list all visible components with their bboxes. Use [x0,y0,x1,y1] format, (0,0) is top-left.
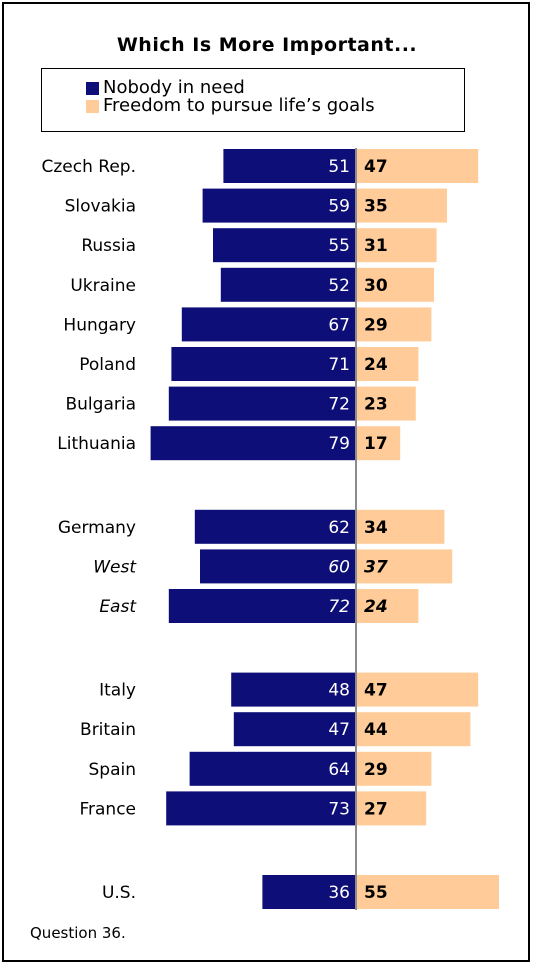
bar-freedom-east [356,589,419,623]
value-label-nobody-in-need-bulgaria: 72 [328,395,350,415]
bar-freedom-u-s [356,875,499,909]
bar-freedom-bulgaria [356,386,416,421]
value-label-nobody-in-need-france: 73 [328,799,350,819]
bar-nobody-in-need-bulgaria [168,386,356,421]
bar-freedom-germany [356,509,445,544]
bar-nobody-in-need-west [200,549,356,584]
row-label-bulgaria: Bulgaria [66,395,137,415]
bar-nobody-in-need-britain [233,712,356,747]
bar-nobody-in-need-east [168,589,356,623]
value-label-nobody-in-need-ukraine: 52 [328,276,350,296]
value-label-freedom-britain: 44 [364,720,388,740]
bar-nobody-in-need-czech-rep [223,149,356,183]
bar-nobody-in-need-lithuania [150,426,356,461]
labels-layer: Czech Rep. 51 47 Slovakia 59 35 Russia 55 31 Ukra… [42,157,388,903]
value-label-freedom-czech-rep: 47 [364,157,388,177]
bar-nobody-in-need-france [166,791,356,826]
bar-freedom-russia [356,228,437,263]
value-label-freedom-slovakia: 35 [364,197,388,217]
row-label-spain: Spain [89,760,137,780]
bar-nobody-in-need-russia [213,228,356,263]
bar-nobody-in-need-hungary [181,307,356,342]
row-label-ukraine: Ukraine [70,276,136,296]
value-label-nobody-in-need-britain: 47 [328,720,350,740]
row-label-lithuania: Lithuania [57,434,136,454]
value-label-freedom-spain: 29 [364,760,388,780]
value-label-nobody-in-need-hungary: 67 [328,315,350,335]
row-label-italy: Italy [99,681,136,701]
value-label-nobody-in-need-germany: 62 [328,518,350,538]
bar-nobody-in-need-poland [171,347,356,381]
value-label-freedom-east: 24 [364,597,388,617]
value-label-freedom-russia: 31 [364,236,388,256]
row-label-britain: Britain [80,720,136,740]
row-label-czech-rep: Czech Rep. [42,157,136,177]
footnote: Question 36. [30,924,126,942]
bar-nobody-in-need-slovakia [202,188,356,223]
value-label-freedom-lithuania: 17 [364,434,388,454]
legend-swatch-nobody-in-need [86,82,99,95]
legend-label-freedom: Freedom to pursue life’s goals [103,95,375,116]
value-label-freedom-bulgaria: 23 [364,395,388,415]
chart-title: Which Is More Important... [116,34,418,56]
row-label-poland: Poland [79,355,136,375]
bar-freedom-france [356,791,427,826]
bar-freedom-czech-rep [356,149,479,183]
bars-layer [150,149,499,909]
value-label-nobody-in-need-russia: 55 [328,236,350,256]
value-label-nobody-in-need-spain: 64 [328,760,350,780]
value-label-freedom-hungary: 29 [364,315,388,335]
row-label-russia: Russia [81,236,136,256]
bar-freedom-poland [356,347,419,381]
bar-freedom-lithuania [356,426,401,461]
value-label-freedom-germany: 34 [364,518,388,538]
row-label-france: France [79,799,136,819]
row-label-u-s: U.S. [102,883,136,903]
row-label-slovakia: Slovakia [65,197,136,217]
bar-nobody-in-need-germany [194,509,356,544]
value-label-freedom-u-s: 55 [364,883,388,903]
bar-freedom-hungary [356,307,432,342]
value-label-nobody-in-need-italy: 48 [328,681,350,701]
value-label-nobody-in-need-east: 72 [328,597,350,617]
legend-swatch-freedom [86,100,99,113]
value-label-nobody-in-need-slovakia: 59 [328,197,350,217]
bar-freedom-italy [356,672,479,707]
row-label-hungary: Hungary [63,315,136,335]
row-label-west: West [93,557,137,577]
bar-nobody-in-need-ukraine [220,267,356,302]
bar-freedom-slovakia [356,188,447,223]
value-label-freedom-west: 37 [364,557,388,577]
bar-freedom-west [356,549,453,584]
bar-nobody-in-need-u-s [262,875,356,909]
row-label-east: East [99,597,137,617]
value-label-nobody-in-need-czech-rep: 51 [328,157,350,177]
bar-freedom-spain [356,751,432,786]
value-label-nobody-in-need-lithuania: 79 [328,434,350,454]
value-label-freedom-poland: 24 [364,355,388,375]
legend: Nobody in need Freedom to pursue life’s … [41,68,465,132]
bar-nobody-in-need-italy [231,672,356,707]
value-label-freedom-france: 27 [364,799,388,819]
value-label-nobody-in-need-west: 60 [328,557,350,577]
value-label-freedom-italy: 47 [364,681,388,701]
row-label-germany: Germany [58,518,136,538]
bar-nobody-in-need-spain [189,751,356,786]
value-label-freedom-ukraine: 30 [364,276,388,296]
legend-label-nobody-in-need: Nobody in need [103,77,245,98]
bar-freedom-ukraine [356,267,434,302]
value-label-nobody-in-need-poland: 71 [328,355,350,375]
value-label-nobody-in-need-u-s: 36 [328,883,350,903]
bar-freedom-britain [356,712,471,747]
